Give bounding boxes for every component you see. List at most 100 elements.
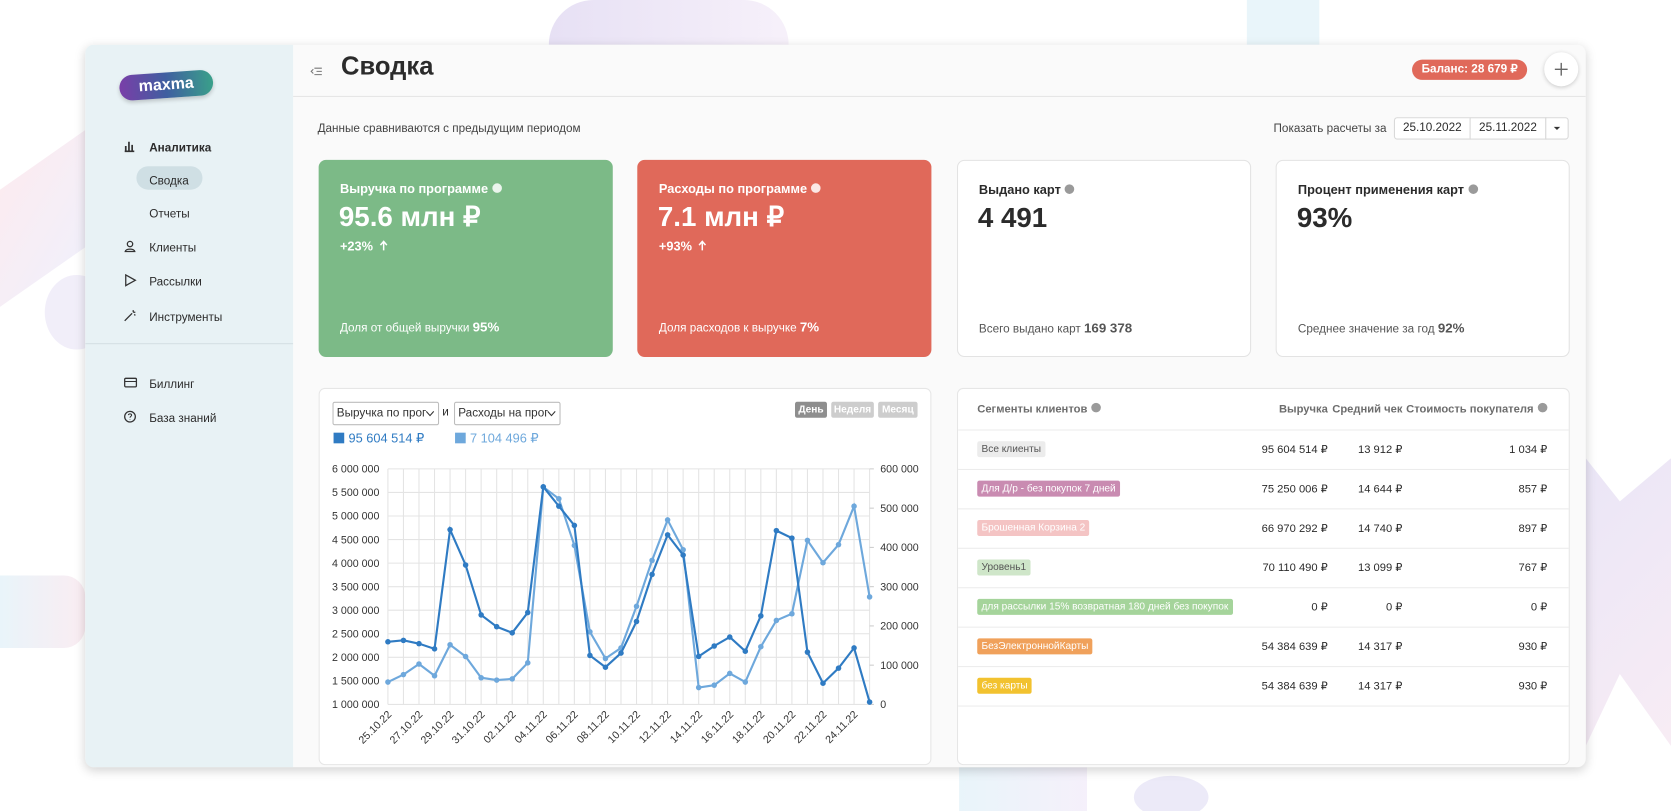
- data-point: [556, 503, 562, 509]
- y-tick-label: 1 000 000: [332, 699, 379, 711]
- card-title: Выручка по программе: [340, 181, 502, 196]
- segment-tag[interactable]: Для Д/р - без покупок 7 дней: [977, 480, 1120, 497]
- segment-tag[interactable]: Брошенная Корзина 2: [977, 520, 1090, 537]
- y2-tick-label: 600 000: [880, 464, 919, 476]
- nav-item[interactable]: Инструменты: [124, 310, 222, 324]
- column-header-text: Средний чек: [1332, 402, 1403, 416]
- revenue: 66 970 292 ₽: [1261, 522, 1328, 535]
- help-icon: [1091, 402, 1102, 413]
- period-label: Показать расчеты за: [1273, 122, 1387, 136]
- nav-item[interactable]: Аналитика: [124, 142, 211, 155]
- help-icon: [492, 183, 502, 193]
- active-pill: [136, 166, 203, 190]
- x-tick-label: 02.11.22: [481, 709, 518, 746]
- decoration: [0, 575, 86, 648]
- buyer-cost: 897 ₽: [1518, 522, 1548, 535]
- segment-tag[interactable]: Уровень1: [977, 559, 1031, 576]
- data-point: [431, 672, 438, 679]
- collapse-button[interactable]: [310, 63, 323, 82]
- y2-tick-label: 300 000: [880, 581, 919, 593]
- period-button[interactable]: Месяц: [878, 401, 918, 418]
- decoration: [1246, 0, 1320, 45]
- segment-tag[interactable]: Все клиенты: [977, 441, 1046, 458]
- chart: 1 000 000 1 500 000 2 000 000 2 500 000 3 00…: [332, 464, 919, 747]
- card-footer-value: 7%: [799, 319, 820, 335]
- buyer-cost: 1 034 ₽: [1509, 443, 1548, 457]
- column-header-text: Стоимость покупателя: [1406, 402, 1534, 416]
- avg-check: 0 ₽: [1385, 601, 1403, 614]
- x-tick-label: 27.10.22: [388, 709, 426, 747]
- period-button[interactable]: Неделя: [831, 401, 874, 418]
- data-point: [866, 594, 873, 600]
- metric-select[interactable]: Расходы на программу: [453, 401, 561, 426]
- segment-tag[interactable]: без карты: [977, 677, 1032, 694]
- y-tick-label: 2 000 000: [332, 652, 379, 664]
- period-button[interactable]: День: [795, 401, 827, 418]
- data-point: [602, 655, 609, 662]
- data-point: [509, 630, 515, 636]
- balance[interactable]: Баланс: 28 679 ₽: [1412, 59, 1528, 80]
- card-value: 95.6 млн ₽: [338, 200, 481, 233]
- decoration: [1133, 775, 1209, 811]
- card-footer-label: Доля от общей выручки: [339, 321, 470, 335]
- data-point: [462, 653, 469, 660]
- nav-item[interactable]: База знаний: [124, 410, 216, 425]
- data-point: [618, 650, 624, 656]
- decoration: [959, 767, 1088, 811]
- legend-item[interactable]: 95 604 514 ₽: [333, 431, 424, 445]
- date-dropdown[interactable]: [1545, 117, 1569, 140]
- date-to[interactable]: 25.11.2022: [1469, 117, 1547, 140]
- row-divider: [958, 705, 1569, 707]
- logo[interactable]: maxma: [118, 69, 214, 102]
- nav-label: Рассылки: [149, 276, 202, 289]
- add-button[interactable]: [1544, 52, 1579, 87]
- data-point: [493, 623, 500, 630]
- card-title: Выдано карт: [979, 182, 1075, 197]
- nav-item[interactable]: Отчеты: [149, 208, 190, 221]
- y-tick-label: 5 500 000: [332, 487, 379, 499]
- y-tick-label: 5 000 000: [332, 511, 379, 523]
- card-value: 93%: [1296, 201, 1353, 234]
- buyer-cost: 767 ₽: [1518, 561, 1548, 575]
- nav-label: Биллинг: [149, 378, 195, 392]
- column-header: Стоимость покупателя: [1406, 402, 1548, 416]
- data-point: [742, 679, 749, 685]
- column-header-text: Выручка: [1278, 402, 1328, 416]
- data-point: [385, 639, 391, 645]
- segment-tag[interactable]: БезЭлектроннойКарты: [977, 638, 1093, 655]
- card-footer: Доля от общей выручки 95%: [340, 320, 499, 335]
- segment-tag[interactable]: для рассылки 15% возвратная 180 дней без…: [977, 598, 1233, 615]
- y-tick-label: 3 500 000: [332, 581, 379, 593]
- card-title: Расходы по программе: [659, 181, 821, 196]
- nav-item[interactable]: Клиенты: [124, 240, 196, 255]
- nav-item[interactable]: Биллинг: [124, 377, 195, 392]
- y-tick-label: 1 500 000: [332, 676, 379, 688]
- plus-icon: [1554, 62, 1568, 76]
- metric-select[interactable]: Выручка по программе: [332, 401, 440, 426]
- avg-check: 14 317 ₽: [1357, 679, 1403, 693]
- table-row: без карты 54 384 639 ₽ 14 317 ₽ 930 ₽: [958, 666, 1569, 706]
- y-tick-label: 6 000 000: [332, 464, 379, 476]
- x-tick-label: 12.11.22: [637, 709, 674, 746]
- y-tick-label: 2 500 000: [332, 628, 379, 640]
- card-footer-value: 92%: [1437, 320, 1465, 336]
- legend-item[interactable]: 7 104 496 ₽: [455, 431, 539, 445]
- conjunction: и: [442, 406, 449, 419]
- x-tick-label: 24.11.22: [823, 709, 860, 746]
- card-footer-value: 95%: [472, 319, 500, 335]
- date-from[interactable]: 25.10.2022: [1393, 117, 1471, 140]
- nav-item[interactable]: Сводка: [149, 175, 189, 188]
- card-change-text: +23%: [339, 238, 374, 254]
- data-point: [524, 660, 531, 666]
- data-point: [664, 517, 671, 523]
- card-change: +23%: [340, 239, 391, 254]
- caret: [547, 411, 556, 417]
- table-row: для рассылки 15% возвратная 180 дней без…: [958, 587, 1569, 627]
- x-tick-label: 14.11.22: [668, 709, 705, 746]
- x-tick-label: 25.10.22: [357, 709, 395, 747]
- x-tick-label: 31.10.22: [450, 709, 488, 747]
- nav-item[interactable]: Рассылки: [125, 273, 202, 289]
- segments-panel: Сегменты клиентов Выручка Средний чек Стоим…: [956, 387, 1570, 766]
- buyer-cost: 857 ₽: [1518, 482, 1548, 496]
